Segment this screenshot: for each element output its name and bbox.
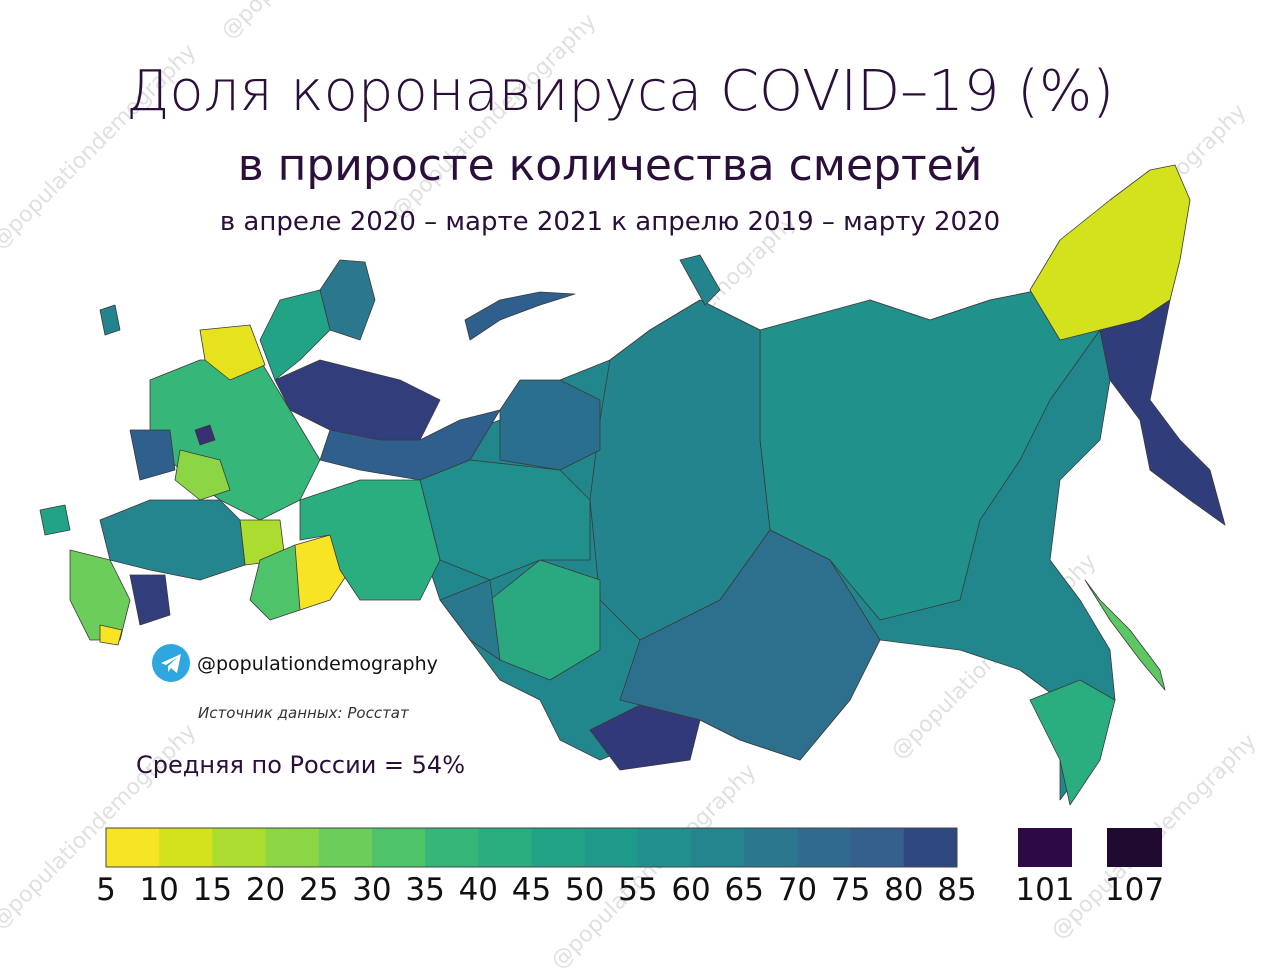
legend-swatch	[425, 828, 479, 867]
region	[419, 459, 591, 581]
region	[319, 409, 501, 481]
legend: 5 10 15 20 25 30 35 40 45 50 55 60 65 70 75 80 85 101 107	[96, 827, 1164, 908]
legend-swatch	[637, 828, 692, 867]
legend-swatch	[1107, 828, 1162, 867]
header: Доля коронавируса COVID–19 (%) в прирост…	[126, 59, 1114, 237]
legend-tick-label: 55	[618, 872, 657, 908]
legend-swatch	[265, 828, 320, 867]
legend-tick-label: 35	[405, 872, 444, 908]
region	[129, 574, 171, 626]
region	[129, 429, 176, 481]
subtitle: в приросте количества смертей	[238, 140, 983, 191]
region	[299, 479, 441, 601]
region	[499, 379, 601, 471]
telegram-icon	[152, 644, 190, 682]
legend-swatch	[106, 828, 160, 867]
watermark: @populationdemography	[217, 0, 432, 44]
legend-swatch	[850, 828, 905, 867]
period: в апреле 2020 – марте 2021 к апрелю 2019…	[220, 207, 1000, 237]
legend-swatch	[691, 828, 745, 867]
region	[679, 254, 721, 306]
region	[99, 624, 123, 646]
legend-swatch	[212, 828, 267, 867]
legend-tick-label: 10	[139, 872, 178, 908]
region	[174, 449, 231, 501]
telegram-plane	[161, 654, 181, 673]
region	[464, 291, 576, 341]
handle: @populationdemography	[197, 653, 438, 675]
region	[1099, 299, 1226, 526]
region	[99, 304, 121, 336]
legend-tick-label: 80	[884, 872, 923, 908]
region	[439, 579, 501, 661]
legend-frame	[105, 827, 958, 868]
legend-tick-label: 60	[671, 872, 710, 908]
legend-tick-label: 101	[1015, 872, 1074, 908]
legend-tick-label: 70	[778, 872, 817, 908]
legend-swatch	[531, 828, 586, 867]
legend-tick-label: 75	[831, 872, 870, 908]
average: Средняя по России = 54%	[136, 751, 465, 779]
legend-swatch	[478, 828, 532, 867]
region	[249, 544, 301, 621]
region	[69, 549, 131, 641]
legend-tick-label: 45	[512, 872, 551, 908]
legend-tick-label: 85	[937, 872, 976, 908]
legend-tick-label: 40	[459, 872, 498, 908]
source: Источник данных: Росстат	[198, 704, 410, 722]
region	[194, 424, 216, 446]
legend-swatch	[584, 828, 639, 867]
region	[39, 504, 71, 536]
legend-tick-label: 65	[725, 872, 764, 908]
legend-swatch	[744, 828, 798, 867]
region	[1084, 579, 1166, 691]
legend-tick-label: 25	[299, 872, 338, 908]
region	[259, 289, 331, 381]
region	[199, 324, 266, 381]
legend-swatch	[903, 828, 958, 867]
legend-swatch	[371, 828, 426, 867]
map	[39, 164, 1226, 806]
region	[1029, 164, 1191, 341]
legend-swatch	[1018, 828, 1072, 867]
legend-swatch	[159, 828, 213, 867]
legend-tick-label: 20	[246, 872, 285, 908]
telegram-badge: @populationdemography	[152, 644, 438, 682]
region	[99, 499, 246, 581]
legend-swatch	[318, 828, 373, 867]
legend-swatch	[797, 828, 852, 867]
legend-tick-label: 5	[96, 872, 116, 908]
region	[589, 704, 701, 771]
region	[274, 359, 441, 441]
legend-tick-label: 50	[565, 872, 604, 908]
title: Доля коронавируса COVID–19 (%)	[126, 59, 1114, 124]
region	[1029, 679, 1116, 806]
legend-tick-label: 30	[352, 872, 391, 908]
legend-tick-label: 15	[193, 872, 232, 908]
legend-tick-label: 107	[1105, 872, 1164, 908]
